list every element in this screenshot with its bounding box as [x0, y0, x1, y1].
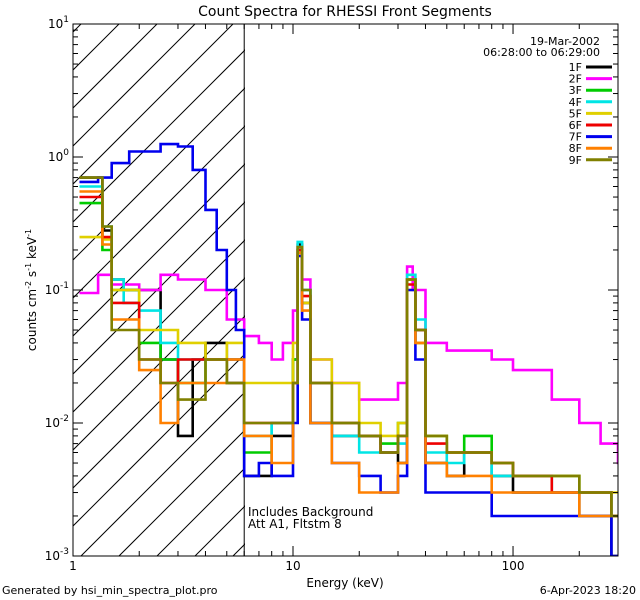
- series-layer: [79, 142, 618, 556]
- legend-label-6F: 6F: [569, 119, 582, 132]
- hatch-line: [271, 0, 640, 556]
- hatch-line: [73, 49, 245, 223]
- hatch-line: [73, 125, 245, 299]
- y-tick-label: 10-2: [45, 414, 69, 430]
- y-label-part: keV: [25, 236, 39, 263]
- legend-label-9F: 9F: [569, 154, 582, 167]
- hatch-line: [73, 87, 245, 261]
- hatch-line: [73, 201, 245, 375]
- x-tick-label: 1: [69, 559, 77, 573]
- hatch-line: [73, 239, 245, 413]
- legend-label-4F: 4F: [569, 96, 582, 109]
- y-label-part: s: [25, 271, 39, 281]
- footer-timestamp: 6-Apr-2023 18:20: [540, 584, 636, 597]
- annotation-attenuator: Att A1, Fltstm 8: [248, 517, 342, 531]
- date-label: 19-Mar-2002: [530, 35, 600, 48]
- hatch-line: [73, 277, 245, 451]
- legend-label-8F: 8F: [569, 142, 582, 155]
- y-label-part: counts cm: [25, 289, 39, 351]
- hatch-line: [118, 429, 245, 556]
- hatch-line: [80, 391, 245, 556]
- y-tick-label: 101: [48, 15, 69, 31]
- x-axis: 1 10 100: [69, 24, 619, 573]
- hatch-line: [73, 24, 120, 71]
- hatch-line: [73, 163, 245, 337]
- x-tick-label: 100: [502, 559, 525, 573]
- time-range-label: 06:28:00 to 06:29:00: [483, 46, 600, 59]
- hatch-line: [73, 24, 158, 109]
- hatch-line: [73, 24, 234, 185]
- x-tick-label: 10: [285, 559, 300, 573]
- hatch-line: [73, 315, 245, 489]
- hatched-region: [0, 0, 640, 556]
- series-9F-line: [79, 176, 618, 518]
- chart-title: Count Spectra for RHESSI Front Segments: [198, 4, 492, 20]
- legend-label-5F: 5F: [569, 107, 582, 120]
- annotation-background: Includes Background: [248, 505, 373, 519]
- series-7F-line: [79, 142, 618, 556]
- hatch-line: [0, 0, 111, 556]
- y-tick-label: 10-1: [45, 281, 69, 297]
- hatch-line: [73, 24, 196, 147]
- y-label-sup: -1: [24, 263, 33, 271]
- legend-label-3F: 3F: [569, 84, 582, 97]
- legend-label-1F: 1F: [569, 61, 582, 74]
- y-label-sup: -2: [24, 281, 33, 289]
- legend-label-2F: 2F: [569, 73, 582, 86]
- y-label-sup: -1: [24, 229, 33, 237]
- y-tick-label: 10-3: [45, 547, 69, 563]
- y-axis-label: counts cm-2 s-1 keV-1: [24, 229, 39, 351]
- y-axis: 10-3 10-2 10-1 100 101: [45, 15, 618, 563]
- x-axis-label: Energy (keV): [306, 576, 383, 590]
- footer-generator: Generated by hsi_min_spectra_plot.pro: [2, 584, 218, 597]
- hatch-line: [73, 353, 245, 527]
- legend-label-7F: 7F: [569, 131, 582, 144]
- y-tick-label: 100: [48, 148, 69, 164]
